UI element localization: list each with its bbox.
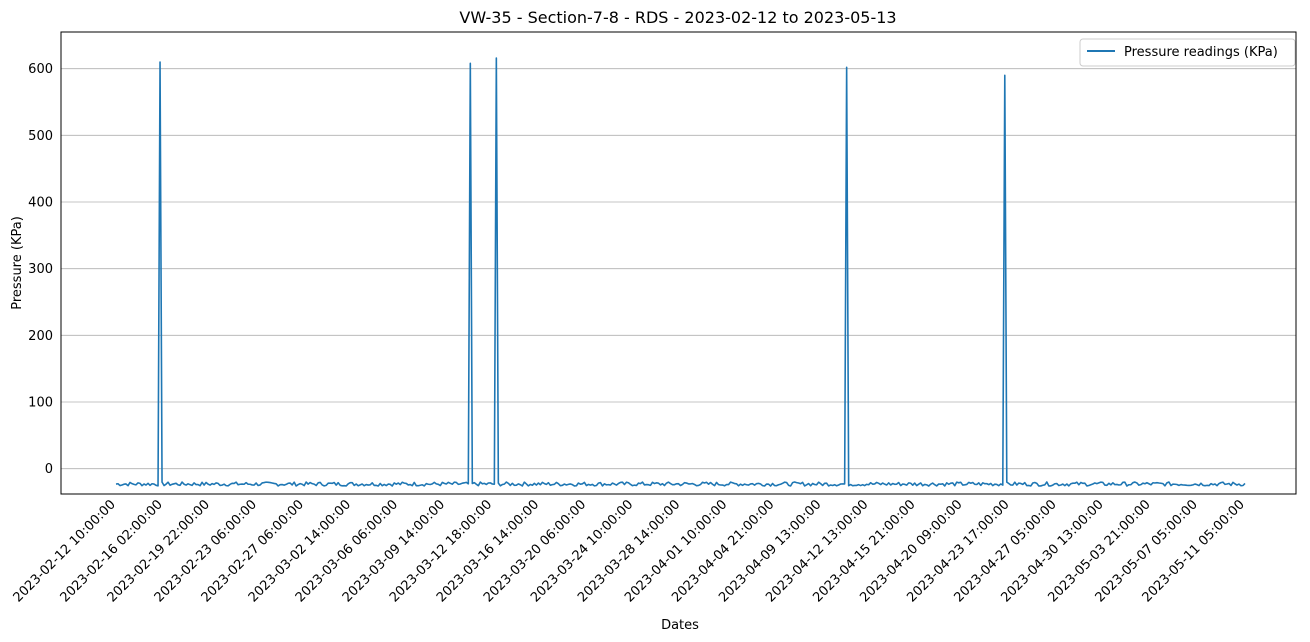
y-axis-ticks: 0 100 200 300 400 500 600	[28, 62, 53, 477]
legend-label-pressure: Pressure readings (KPa)	[1124, 45, 1278, 60]
legend-box	[1079, 38, 1296, 67]
gridlines	[61, 68, 1296, 470]
y-tick-label: 200	[28, 329, 53, 344]
plot-frame	[60, 31, 1297, 495]
y-tick-label: 500	[28, 129, 53, 144]
chart-title: VW-35 - Section-7-8 - RDS - 2023-02-12 t…	[459, 8, 896, 27]
legend: Pressure readings (KPa)	[1079, 38, 1296, 67]
y-tick-label: 0	[45, 462, 53, 477]
y-tick-label: 100	[28, 396, 53, 411]
y-tick-label: 600	[28, 62, 53, 77]
x-axis-title: Dates	[661, 618, 699, 633]
series-line-pressure	[115, 57, 1246, 487]
y-tick-label: 300	[28, 262, 53, 277]
y-tick-label: 400	[28, 196, 53, 211]
y-axis-title: Pressure (KPa)	[10, 216, 25, 310]
